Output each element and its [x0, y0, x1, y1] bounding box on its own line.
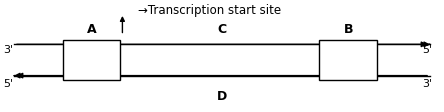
Text: 3': 3'	[3, 44, 13, 54]
Text: B: B	[343, 23, 353, 36]
Text: D: D	[217, 89, 227, 102]
Bar	[319, 41, 377, 80]
Text: A: A	[87, 23, 96, 36]
Text: 5': 5'	[3, 79, 13, 89]
Text: C: C	[218, 23, 226, 36]
Bar	[63, 41, 120, 80]
Text: 3': 3'	[422, 79, 432, 89]
Text: →Transcription start site: →Transcription start site	[138, 4, 281, 17]
Text: 5': 5'	[422, 44, 432, 54]
